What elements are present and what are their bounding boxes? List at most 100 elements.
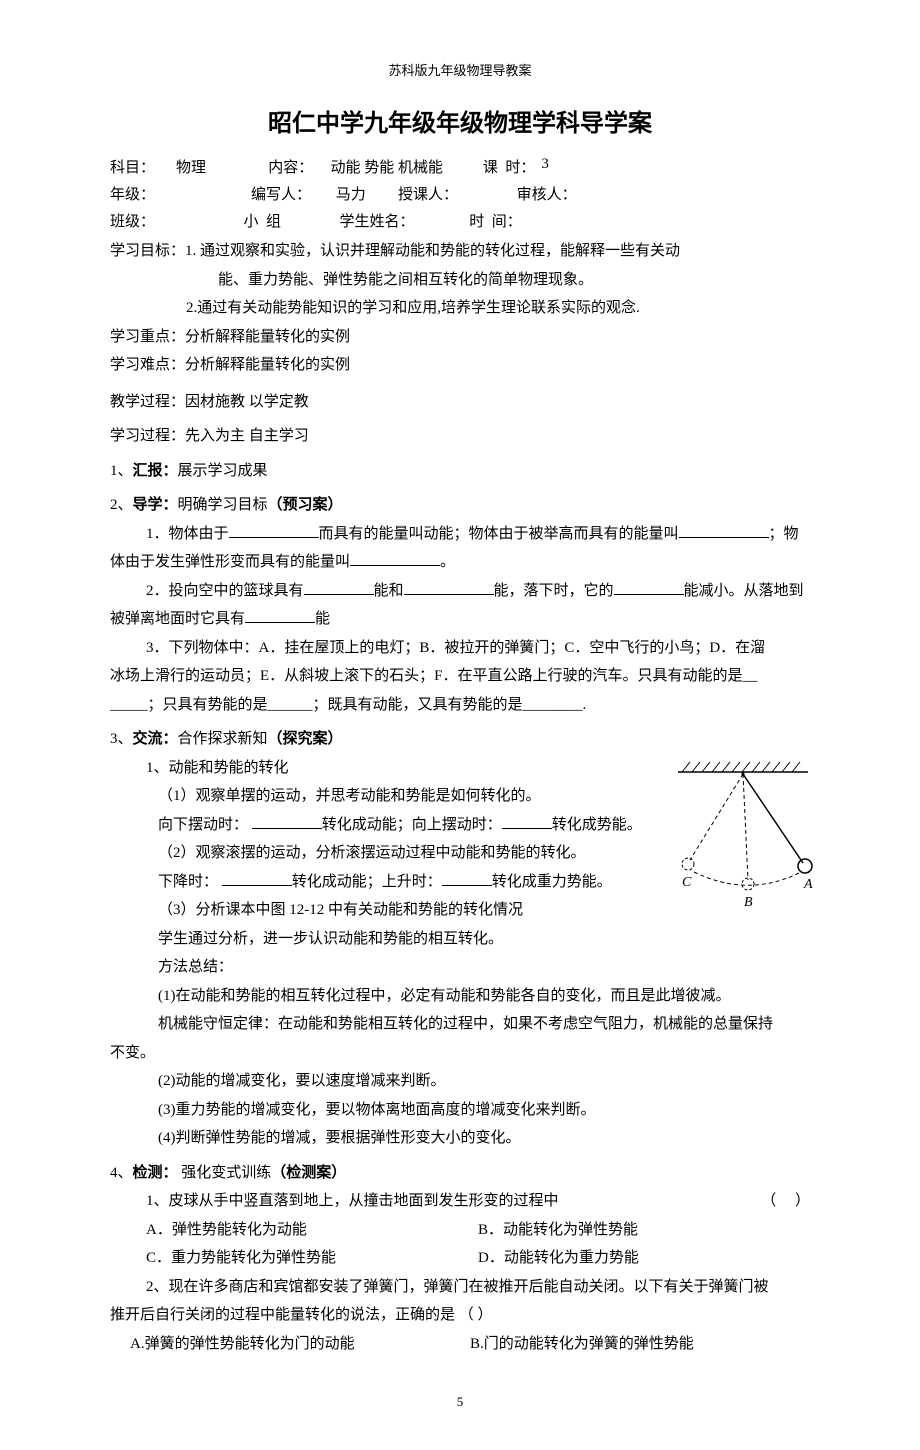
section-4: 4、检测： 强化变式训练（检测案）	[110, 1159, 810, 1188]
s4-q1-opts1: A．弹性势能转化为动能 B．动能转化为弹性势能	[110, 1216, 810, 1245]
s4q1c: C．重力势能转化为弹性势能	[146, 1244, 478, 1273]
writer-label: 编写人：	[161, 183, 311, 204]
s4-q1: 1、皮球从手中竖直落到地上，从撞击地面到发生形变的过程中 （ ）	[110, 1187, 810, 1216]
s4-q2a: 2、现在许多商店和宾馆都安装了弹簧门，弹簧门在被推开后能自动关闭。以下有关于弹簧…	[110, 1273, 810, 1302]
reviewer-label: 审核人：	[464, 183, 577, 204]
s4q1b: B．动能转化为弹性势能	[478, 1216, 810, 1245]
s4q1d: D．动能转化为重力势能	[478, 1244, 810, 1273]
goals-line1b: 能、重力势能、弹性势能之间相互转化的简单物理现象。	[110, 266, 810, 295]
document-page: 苏科版九年级物理导教案 昭仁中学九年级年级物理学科导学案 科目： 物理 内容： …	[0, 0, 920, 1450]
s3m1b: 机械能守恒定律：在动能和势能相互转化的过程中，如果不考虑空气阻力，机械能的总量保…	[158, 1016, 773, 1032]
s2q2e: 被弹离地面时它具有	[110, 611, 245, 627]
s4q2ob: B.门的动能转化为弹簧的弹性势能	[470, 1330, 810, 1359]
s3method: 方法总结：	[158, 959, 233, 975]
writer-value: 马力	[317, 183, 366, 204]
s2-q1: 1．物体由于 而具有的能量叫动能；物体由于被举高而具有的能量叫 ；物	[110, 520, 810, 549]
s3sub1: 1、动能和势能的转化	[146, 760, 289, 776]
s3sub1f: 学生通过分析，进一步认识动能和势能的相互转化。	[158, 931, 503, 947]
teach-process-text: 因材施教 以学定教	[185, 394, 309, 410]
s3-text: 合作探求新知	[178, 731, 268, 747]
s3-sub1f: 学生通过分析，进一步认识动能和势能的相互转化。	[110, 925, 810, 954]
learn-process-label: 学习过程：	[110, 428, 185, 444]
goal1b-text: 能、重力势能、弹性势能之间相互转化的简单物理现象。	[218, 272, 593, 288]
pendulum-figure: A B C	[668, 760, 818, 910]
s1-bold: 汇报：	[133, 462, 178, 479]
s3-m2: (2)动能的增减变化，要以速度增减来判断。	[110, 1067, 810, 1096]
s3-num: 3、	[110, 731, 133, 747]
s1-text: 展示学习成果	[178, 463, 268, 479]
s2-q1-cont: 体由于发生弹性形变而具有的能量叫。	[110, 548, 810, 577]
pendulum-label-C: C	[682, 875, 692, 890]
blank	[404, 579, 494, 595]
s3m1: (1)在动能和势能的相互转化过程中，必定有动能和势能各自的变化，而且是此增彼减。	[158, 988, 731, 1004]
s3sub1e: （3）分析课本中图 12-12 中有关动能和势能的转化情况	[158, 902, 523, 918]
pendulum-label-A: A	[803, 877, 813, 892]
s4-q2b: 推开后自行关闭的过程中能量转化的说法，正确的是 （ ）	[110, 1301, 810, 1330]
s3sub1bp: 向下摆动时：	[158, 817, 252, 833]
student-label: 学生姓名：	[287, 210, 415, 231]
grade-label: 年级：	[110, 183, 155, 204]
s3sub1c: （2）观察滚摆的运动，分析滚摆运动过程中动能和势能的转化。	[158, 845, 586, 861]
s4q2a: 2、现在许多商店和宾馆都安装了弹簧门，弹簧门在被推开后能自动关闭。以下有关于弹簧…	[146, 1279, 769, 1295]
s4-num: 4、	[110, 1165, 133, 1181]
s2q3a: 3．下列物体中：A．挂在屋顶上的电灯；B．被拉开的弹簧门；C．空中飞行的小鸟；D…	[146, 640, 765, 656]
s4-paren: （检测案）	[271, 1164, 346, 1181]
time-label: 时 间：	[421, 210, 522, 231]
blank	[304, 579, 374, 595]
s3m1c: 不变。	[110, 1045, 155, 1061]
s4q1paren: （ ）	[761, 1187, 810, 1216]
s2-num: 2、	[110, 497, 133, 513]
s3-bold: 交流：	[133, 730, 178, 747]
page-number: 5	[110, 1394, 810, 1410]
s3m4: (4)判断弹性势能的增减，要根据弹性形变大小的变化。	[158, 1130, 521, 1146]
s2q1b: 而具有的能量叫动能；物体由于被举高而具有的能量叫	[319, 526, 679, 542]
s3-m4: (4)判断弹性势能的增减，要根据弹性形变大小的变化。	[110, 1124, 810, 1153]
goals-line1: 学习目标：1. 通过观察和实验，认识并理解动能和势能的转化过程，能解释一些有关动	[110, 237, 810, 266]
teach-process-label: 教学过程：	[110, 394, 185, 410]
difficulty-text: 分析解释能量转化的实例	[185, 357, 350, 373]
meta-row-1: 科目： 物理 内容： 动能 势能 机械能 课 时： 3	[110, 156, 810, 177]
s3-m3: (3)重力势能的增减变化，要以物体离地面高度的增减变化来判断。	[110, 1096, 810, 1125]
blank	[502, 813, 552, 829]
content-value: 动能 势能 机械能	[319, 156, 443, 177]
s2q2b: 能和	[374, 583, 404, 599]
s2q3c: _____；只具有势能的是______；既具有动能，又具有势能的是_______…	[110, 697, 586, 713]
class-label: 班级：	[110, 210, 155, 231]
s1-num: 1、	[110, 463, 133, 479]
s3sub1dp: 下降时：	[158, 874, 222, 890]
s4-bold: 检测：	[133, 1164, 178, 1181]
s3-m1c: 不变。	[110, 1039, 810, 1068]
difficulty-label: 学习难点：	[110, 357, 185, 373]
s3sub1de: 转化成重力势能。	[492, 874, 612, 890]
teach-process-line: 教学过程：因材施教 以学定教	[110, 388, 810, 417]
s3sub1bm: 转化成动能；向上摆动时：	[322, 817, 502, 833]
section-2: 2、导学：明确学习目标（预习案）	[110, 491, 810, 520]
meta-row-2: 年级： 编写人： 马力 授课人： 审核人：	[110, 183, 810, 204]
blank	[350, 550, 440, 566]
teacher-label: 授课人：	[372, 183, 458, 204]
meta-row-3: 班级： 小 组 学生姓名： 时 间：	[110, 210, 810, 231]
s3sub1be: 转化成势能。	[552, 817, 642, 833]
s4q2oa: A.弹簧的弹性势能转化为门的动能	[130, 1330, 470, 1359]
group-label: 小 组	[161, 210, 281, 231]
blank	[614, 579, 684, 595]
difficulty-line: 学习难点：分析解释能量转化的实例	[110, 351, 810, 380]
blank	[442, 870, 492, 886]
s2q1c: ；物	[769, 526, 799, 542]
s3-content-block: A B C 1、动能和势能的转化 （1）观察单摆的运动，并思考动能和势能是如何转…	[110, 754, 810, 954]
s2q1a: 1．物体由于	[146, 526, 229, 542]
s3sub1dm: 转化成动能；上升时：	[292, 874, 442, 890]
s3sub1a: （1）观察单摆的运动，并思考动能和势能是如何转化的。	[158, 788, 541, 804]
s3m3: (3)重力势能的增减变化，要以物体离地面高度的增减变化来判断。	[158, 1102, 596, 1118]
blank	[245, 607, 315, 623]
s3-method: 方法总结：	[110, 953, 810, 982]
s2-q3b: 冰场上滑行的运动员；E．从斜坡上滚下的石头；F．在平直公路上行驶的汽车。只具有动…	[110, 662, 810, 691]
s2-q3a: 3．下列物体中：A．挂在屋顶上的电灯；B．被拉开的弹簧门；C．空中飞行的小鸟；D…	[110, 634, 810, 663]
subject-label: 科目：	[110, 156, 155, 177]
blank	[229, 522, 319, 538]
goals-line2: 2.通过有关动能势能知识的学习和应用,培养学生理论联系实际的观念.	[110, 294, 810, 323]
s3-m1: (1)在动能和势能的相互转化过程中，必定有动能和势能各自的变化，而且是此增彼减。	[110, 982, 810, 1011]
pendulum-label-B: B	[744, 895, 753, 910]
blank	[679, 522, 769, 538]
header-booklet: 苏科版九年级物理导教案	[110, 60, 810, 79]
